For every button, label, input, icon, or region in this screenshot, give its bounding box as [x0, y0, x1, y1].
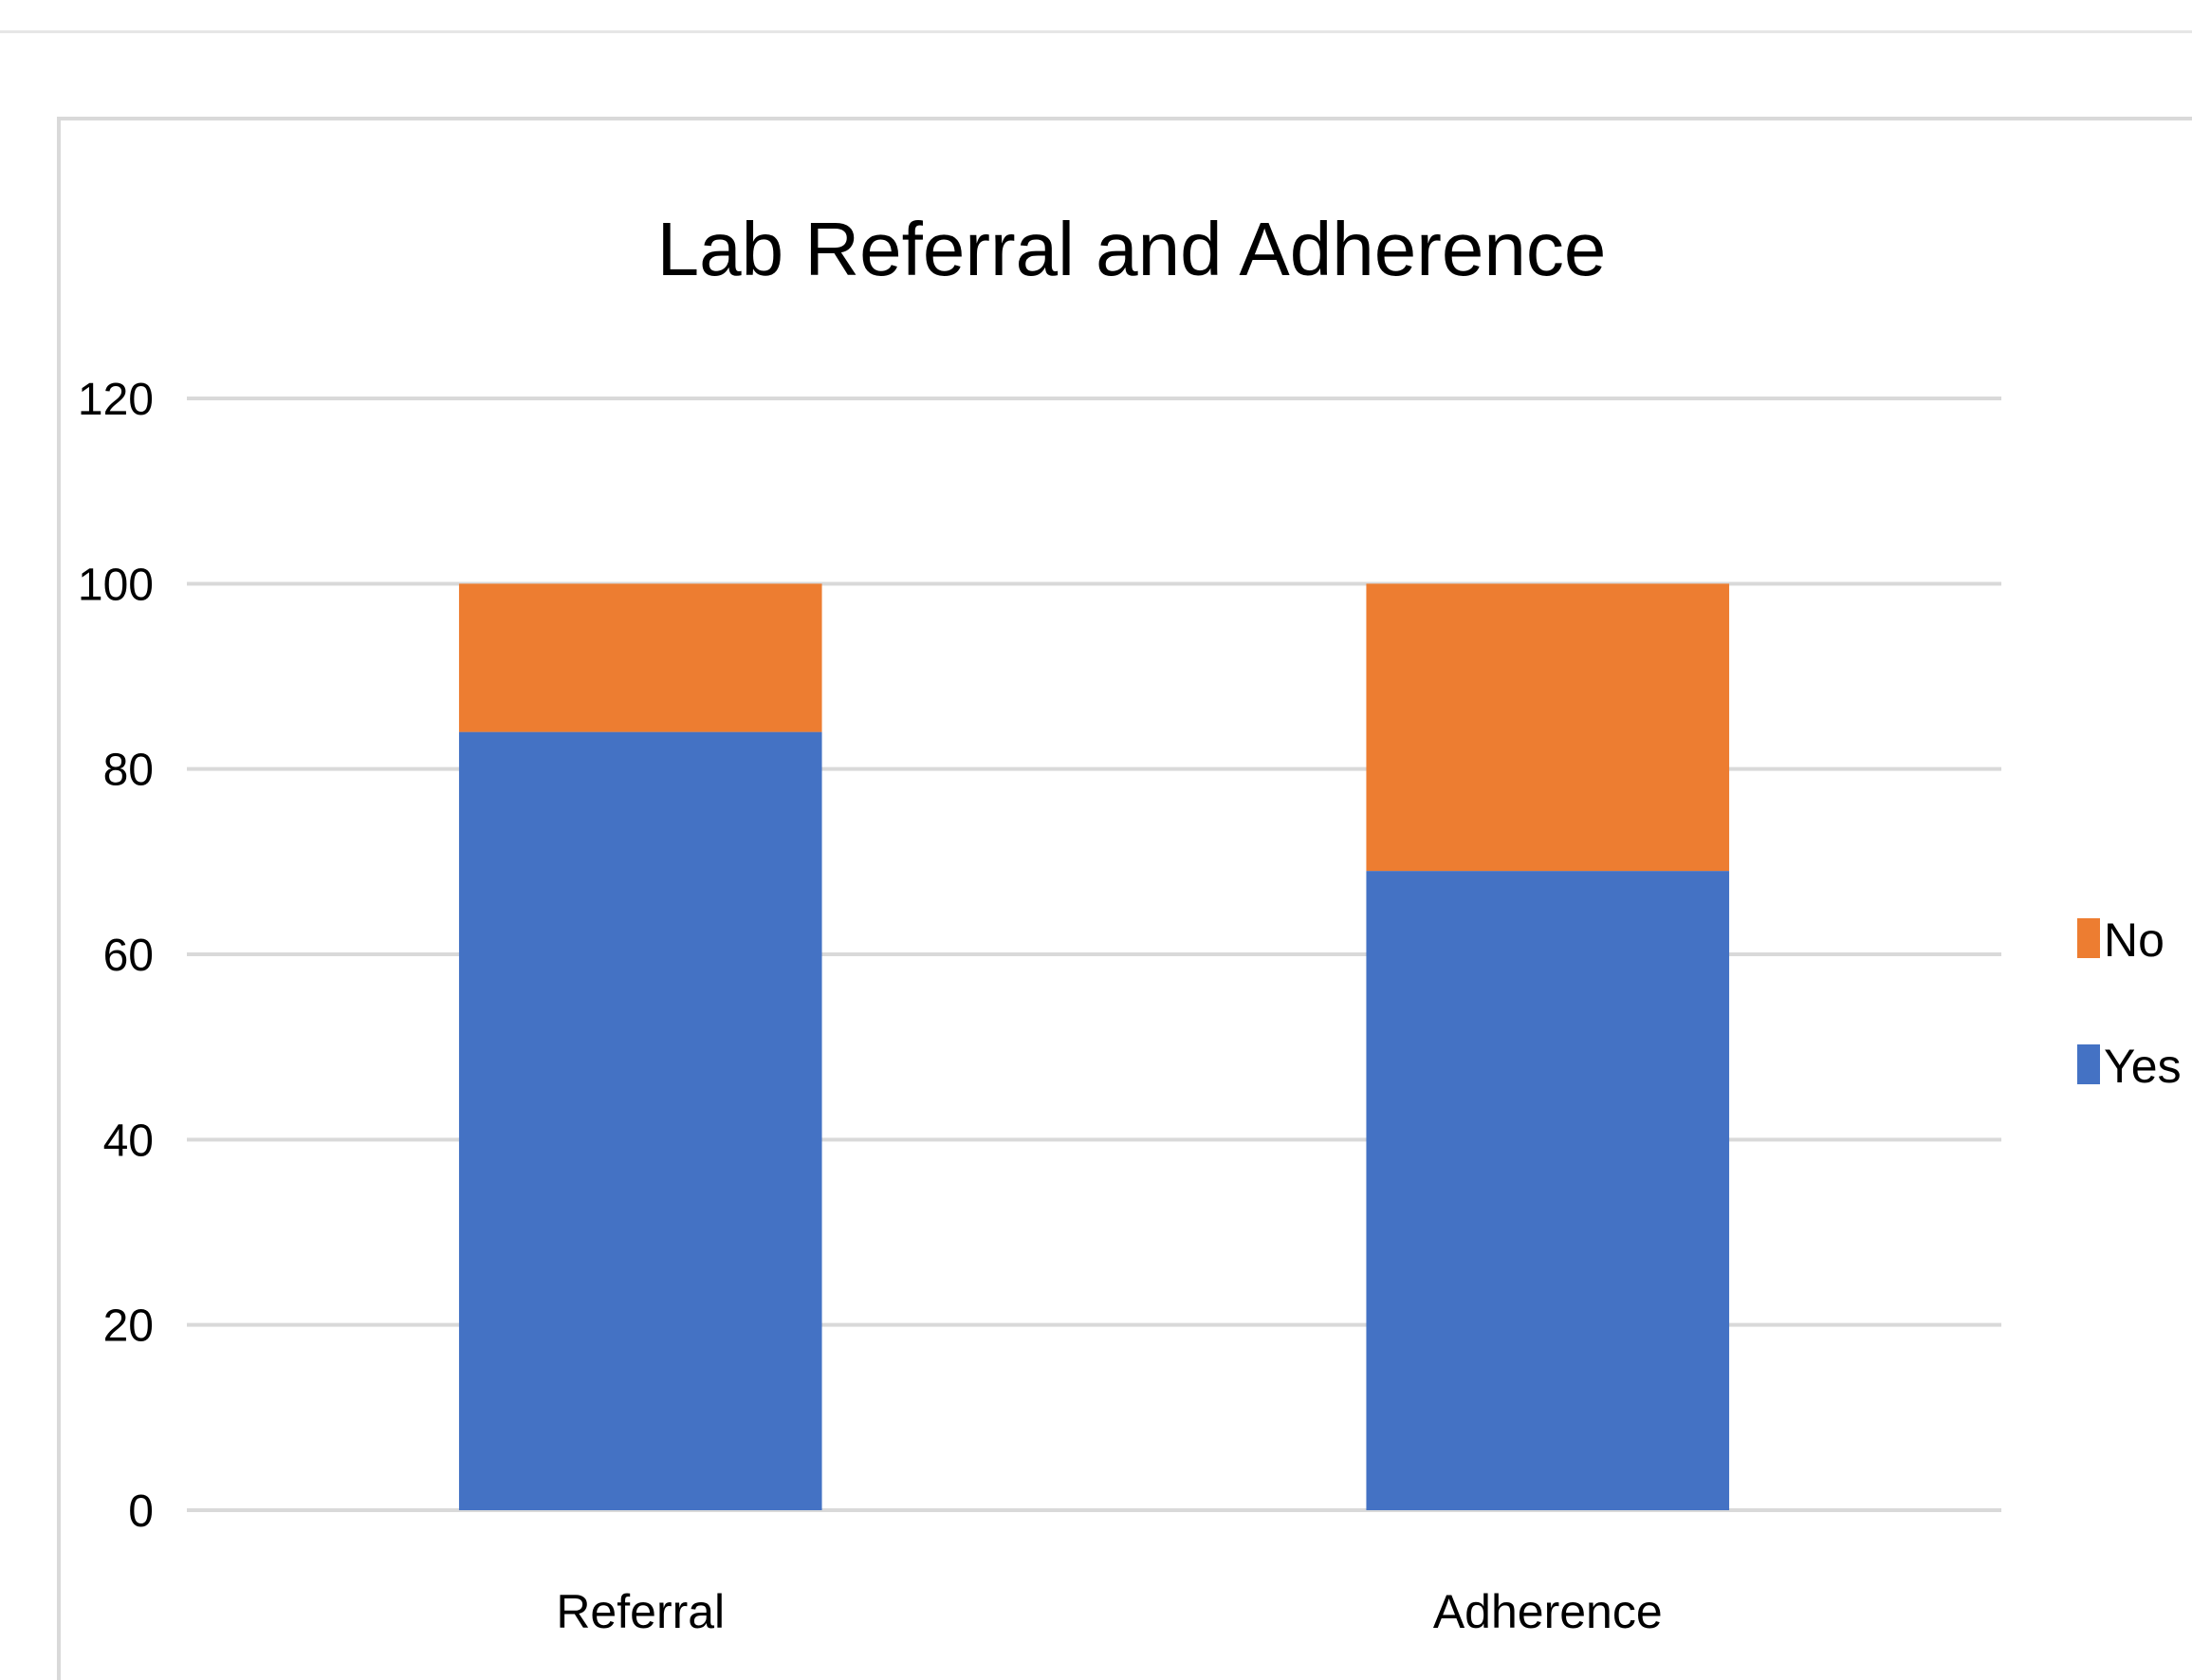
bar-referral-no	[458, 583, 822, 732]
y-axis-tick-labels: 0 20 40 60 80 100 120	[78, 375, 154, 1537]
y-tick-label-0: 0	[128, 1486, 154, 1537]
x-category-label-referral: Referral	[556, 1585, 725, 1638]
legend-label-yes: Yes	[2104, 1040, 2182, 1093]
x-axis-category-labels: Referral Adherence	[556, 1585, 1662, 1638]
y-tick-label-80: 80	[103, 746, 154, 796]
legend: No Yes	[2077, 914, 2182, 1093]
y-tick-label-120: 120	[78, 375, 154, 425]
top-rule	[0, 30, 2192, 33]
bar-adherence-no	[1366, 583, 1730, 872]
legend-swatch-yes	[2077, 1044, 2100, 1084]
x-category-label-adherence: Adherence	[1433, 1585, 1663, 1638]
legend-label-no: No	[2104, 914, 2164, 967]
chart-frame	[57, 117, 2192, 1680]
bar-referral-yes	[458, 731, 822, 1510]
bars	[458, 583, 1730, 1510]
chart-title: Lab Referral and Adherence	[657, 207, 1607, 291]
legend-swatch-no	[2077, 918, 2100, 958]
y-tick-label-20: 20	[103, 1302, 154, 1352]
y-tick-label-40: 40	[103, 1116, 154, 1166]
bar-adherence-yes	[1366, 871, 1730, 1510]
y-tick-label-100: 100	[78, 560, 154, 610]
y-tick-label-60: 60	[103, 931, 154, 981]
